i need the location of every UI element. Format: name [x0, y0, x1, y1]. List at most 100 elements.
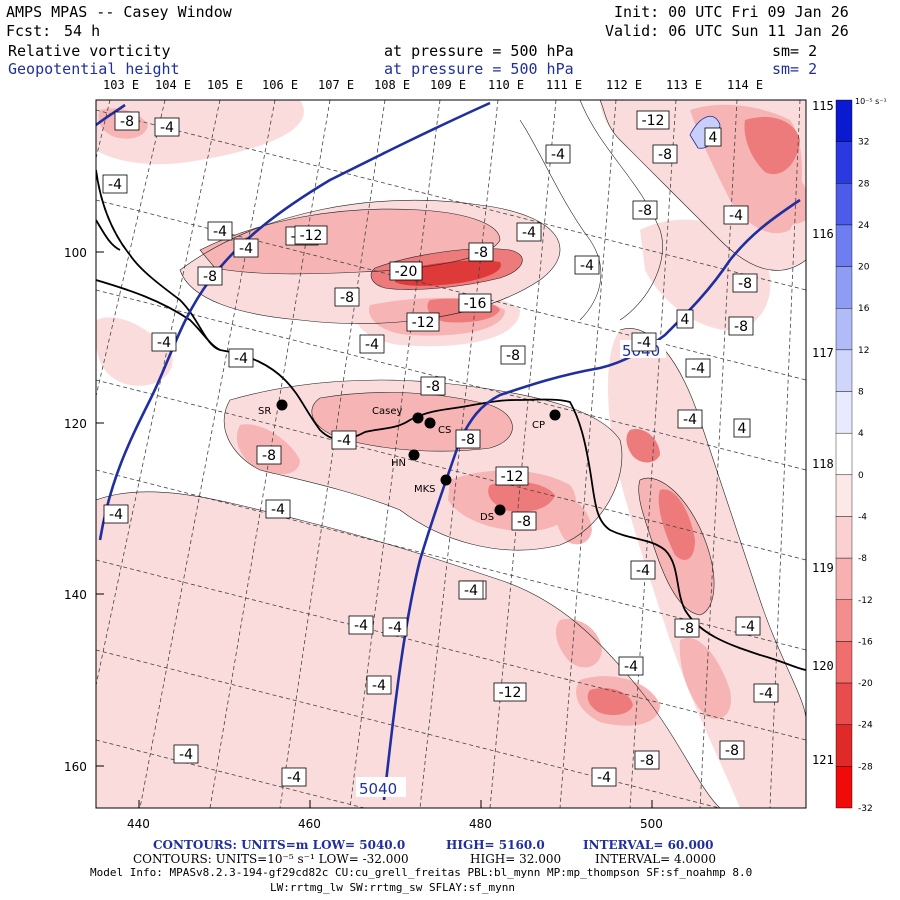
contour-label-box [618, 656, 644, 676]
lon-label: 113 E [666, 78, 702, 92]
contour-label: -4 [551, 147, 565, 163]
contour-label: -4 [157, 335, 171, 351]
vort-contour-high: HIGH= 32.000 [470, 852, 562, 866]
station-label: MKS [414, 484, 436, 495]
contour-label-box [732, 273, 758, 293]
colorbar-cell [835, 99, 853, 142]
colorbar-cell [835, 224, 853, 267]
y-tick-label: 140 [64, 588, 87, 602]
contour-label: -4 [234, 351, 248, 367]
vort-contour-interval: INTERVAL= 4.0000 [595, 852, 716, 866]
colorbar-cell [835, 557, 853, 600]
contour-label-box [652, 144, 678, 164]
contour-label-box [102, 174, 128, 194]
contour-label: -8 [638, 203, 652, 219]
contour-label: -4 [759, 686, 773, 702]
colorbar-label: 16 [858, 304, 870, 314]
contour-label-box [366, 675, 392, 695]
lon-label: 104 E [155, 78, 191, 92]
lon-label: 109 E [430, 78, 466, 92]
station-marker [276, 399, 288, 411]
colorbar-cell [835, 141, 853, 184]
colorbar-cell [835, 474, 853, 517]
contour-label: -4 [365, 337, 379, 353]
contour-label: -8 [725, 743, 739, 759]
y-tick-labels: 100 120 140 160 [64, 246, 87, 774]
contour-label: -8 [203, 269, 217, 285]
contour-label-box [331, 430, 357, 450]
lon-label: 110 E [488, 78, 524, 92]
contour-label-box [545, 144, 571, 164]
contour-value-labels: -8 -4 -4 -4 -4 -12 -12 -8 -8 -20 -8 -4 -16 -12 -4 -4 -4 -… [102, 110, 779, 787]
vort-contour-info: CONTOURS: UNITS=10⁻⁵ s⁻¹ LOW= -32.000 [133, 852, 409, 866]
contour-label-box [207, 221, 233, 241]
contour-label: -8 [658, 147, 672, 163]
contour-label-box [265, 499, 291, 519]
colorbar-label: -32 [858, 804, 873, 814]
colorbar-label: 12 [858, 346, 869, 356]
lon-label: 111 E [546, 78, 582, 92]
x-tick-labels: 440 460 480 500 [127, 817, 663, 831]
colorbar-cell [835, 349, 853, 392]
x-tick-label: 460 [298, 817, 321, 831]
contour-label-box [733, 418, 751, 438]
init-time: Init: 00 UTC Fri 09 Jan 26 [614, 3, 849, 21]
contour-label: -8 [426, 379, 440, 395]
contour-label: -12 [499, 685, 522, 701]
y-tick-label: 120 [64, 417, 87, 431]
colorbar-cell [835, 724, 853, 767]
contour-label-box [591, 767, 617, 787]
contour-label-box [233, 238, 259, 258]
contour-label: -20 [395, 264, 418, 280]
contour-label: -4 [287, 770, 301, 786]
lon-label: 107 E [318, 78, 354, 92]
vorticity-contours [96, 100, 806, 808]
contour-label: -4 [636, 563, 650, 579]
lon-label: 106 E [262, 78, 298, 92]
contour-label-box [406, 312, 440, 332]
contour-label: -4 [388, 620, 402, 636]
colorbar-label: -28 [858, 762, 873, 772]
contour-label: -4 [741, 619, 755, 635]
lon-label: 103 E [103, 78, 139, 92]
station-marker [549, 409, 561, 421]
contour-label-box [103, 504, 129, 524]
station-label: HN [391, 458, 406, 469]
height-contour-interval: INTERVAL= 60.000 [583, 838, 714, 852]
colorbar-label: 28 [858, 179, 870, 189]
contour-label: -4 [637, 335, 651, 351]
contour-label: -4 [683, 412, 697, 428]
contour-label: -8 [340, 290, 354, 306]
colorbar-cell [835, 391, 853, 434]
forecast-hour: 54 h [64, 22, 101, 40]
station-label: SR [258, 406, 271, 417]
plot-frame [95, 99, 807, 809]
contour-label-box [420, 376, 446, 396]
model-info: Model Info: MPASv8.2.3-194-gf29cd82c CU:… [90, 866, 753, 879]
contour-label-box [294, 225, 328, 245]
contour-label-box [511, 511, 537, 531]
contour-label-box [197, 266, 223, 286]
contour-label-box [676, 309, 694, 329]
colorbar-cell [835, 183, 853, 226]
contour-label: -4 [691, 361, 705, 377]
contour-label-box [359, 334, 385, 354]
contour-label: -8 [120, 114, 134, 130]
height-label: 5040 [359, 780, 397, 798]
contour-label: -4 [464, 583, 478, 599]
contour-label: -4 [354, 618, 368, 634]
contour-label: 4 [681, 312, 690, 328]
contour-label-box [256, 445, 282, 465]
station-label: Casey [372, 406, 402, 417]
contour-label-box [348, 615, 374, 635]
contour-label-box [632, 200, 658, 220]
contour-label-box [719, 740, 745, 760]
station-markers [276, 399, 561, 516]
x-tick-label: 440 [127, 817, 150, 831]
lon-label: 105 E [207, 78, 243, 92]
axis-ticks [96, 251, 653, 808]
colorbar-label: -8 [858, 554, 867, 564]
contour-label-box [735, 616, 761, 636]
contour-label-box [516, 222, 542, 242]
contour-label-box [574, 255, 600, 275]
